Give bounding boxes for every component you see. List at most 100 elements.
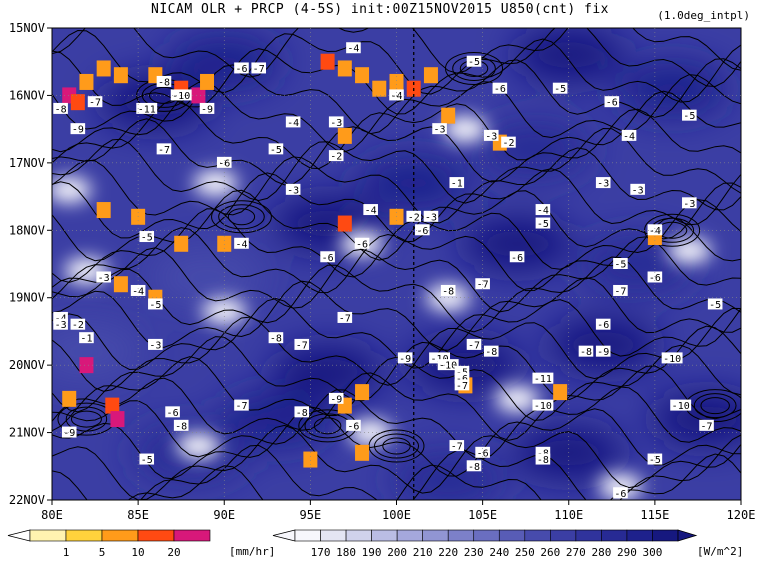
contour-line	[52, 406, 741, 480]
precip-colorbar-label: 1	[63, 546, 70, 559]
contour-line	[52, 28, 741, 78]
contour-label: -3	[330, 118, 342, 129]
contour-label-bg	[707, 298, 723, 310]
contour-ring	[700, 397, 730, 415]
olr-colorbar-label: 300	[643, 546, 663, 559]
olr-blob	[513, 28, 624, 81]
y-tick-label: 17NOV	[9, 156, 45, 170]
olr-colorbar-cell	[550, 529, 577, 542]
olr-colorbar-cell	[320, 529, 347, 542]
precip-colorbar-cell	[29, 529, 67, 542]
contour-label: -6	[494, 84, 506, 95]
contour-label-bg	[337, 311, 353, 323]
y-tick-label: 16NOV	[9, 88, 45, 102]
contour-label: -6	[218, 158, 230, 169]
contour-label-bg	[670, 399, 692, 411]
contour-label: -4	[347, 44, 359, 55]
contour-label-bg	[483, 345, 499, 357]
contour-label: -6	[356, 239, 368, 250]
olr-blob	[462, 217, 573, 270]
contour-label-bg	[423, 210, 439, 222]
contour-label: -7	[89, 98, 101, 109]
contour-label: -4	[365, 206, 377, 217]
plot-area: -4 -5 -8 -6 -7 -6 -5 -4 -6 -5 -10 -7 -11 -8 -9 -9 -4 -3 -3…	[9, 21, 756, 522]
precip-cell	[105, 397, 120, 414]
precip-colorbar-label: 20	[167, 546, 180, 559]
precip-cell	[441, 107, 456, 124]
contour-label: -5	[614, 260, 626, 271]
contour-label-bg	[53, 102, 68, 114]
contour-label: -6	[649, 273, 661, 284]
precip-cell	[553, 384, 568, 401]
contour-label: -6	[614, 489, 626, 500]
contour-label: -5	[270, 145, 282, 156]
olr-colorbar-label: 280	[591, 546, 611, 559]
contour-label: -10	[663, 354, 681, 365]
page-subtitle: (1.0deg_intpl)	[657, 9, 750, 22]
x-tick-label: 95E	[300, 508, 322, 522]
olr-colorbar-label: 220	[438, 546, 458, 559]
precip-colorbar-label: 10	[131, 546, 144, 559]
contour-label: -3	[683, 199, 695, 210]
contour-label: -6	[322, 253, 334, 264]
grid	[52, 28, 741, 500]
clear-spot	[193, 170, 238, 197]
contour-label-bg	[509, 251, 525, 263]
olr-colorbar-label: 190	[362, 546, 382, 559]
contour-label: -5	[683, 111, 695, 122]
precip-colorbar-cell	[173, 529, 211, 542]
contour-ring	[313, 417, 342, 435]
precip-cell	[70, 94, 85, 111]
contour-label: -5	[537, 219, 549, 230]
olr-colorbar-cell	[601, 529, 628, 542]
x-tick-label: 90E	[213, 508, 235, 522]
x-tick-label: 115E	[640, 508, 669, 522]
contour-label-bg	[437, 359, 459, 371]
contour-line	[52, 344, 741, 432]
contour-ring	[70, 410, 102, 428]
contour-label-bg	[532, 372, 554, 384]
contour-label: -2	[72, 320, 84, 331]
precip-cell	[110, 411, 125, 428]
contour-label-bg	[613, 284, 628, 296]
contour-label: -3	[425, 212, 437, 223]
contour-labels: -4 -5 -8 -6 -7 -6 -5 -4 -6 -5 -10 -7 -11 -8 -9 -9 -4 -3 -3…	[53, 42, 723, 500]
contour-label-bg	[613, 258, 628, 269]
precip-cell	[337, 215, 352, 232]
contour-label: -10	[172, 91, 190, 102]
olr-colorbar-cell	[294, 529, 321, 542]
contour-label: -6	[235, 64, 247, 75]
y-tick-label: 20NOV	[9, 358, 45, 372]
precip-cell	[113, 67, 128, 84]
contour-label: -4	[132, 286, 144, 297]
olr-colorbar-cell	[371, 529, 398, 542]
contour-label-bg	[595, 318, 611, 330]
precip-cell	[423, 67, 438, 84]
contour-label: -3	[434, 125, 446, 136]
precip-cell	[62, 390, 77, 407]
contour-label: -9	[72, 125, 84, 136]
olr-colorbar-label: 240	[489, 546, 509, 559]
contour-label-bg	[156, 75, 172, 87]
contour-line	[52, 386, 741, 460]
precip-cell	[303, 451, 318, 468]
precip-cell	[389, 73, 404, 90]
olr-colorbar-cell	[473, 529, 500, 542]
contour-label-bg	[148, 298, 163, 310]
clear-spot	[667, 237, 712, 264]
contour-label-bg	[170, 89, 192, 101]
contour-line	[52, 58, 741, 135]
contour-line	[52, 199, 741, 283]
contour-label-bg	[53, 311, 68, 323]
olr-blob	[617, 62, 728, 115]
contour-label: -7	[468, 340, 480, 351]
contour-label: -9	[399, 354, 411, 365]
contour-label: -3	[98, 273, 110, 284]
olr-colorbar-label: 180	[336, 546, 356, 559]
contour-label-bg	[440, 284, 456, 296]
contour-label-bg	[268, 332, 284, 344]
contour-line	[52, 168, 741, 243]
contour-label-bg	[234, 62, 249, 74]
precip-cell	[372, 80, 387, 97]
olr-colorbar-label: 260	[540, 546, 560, 559]
